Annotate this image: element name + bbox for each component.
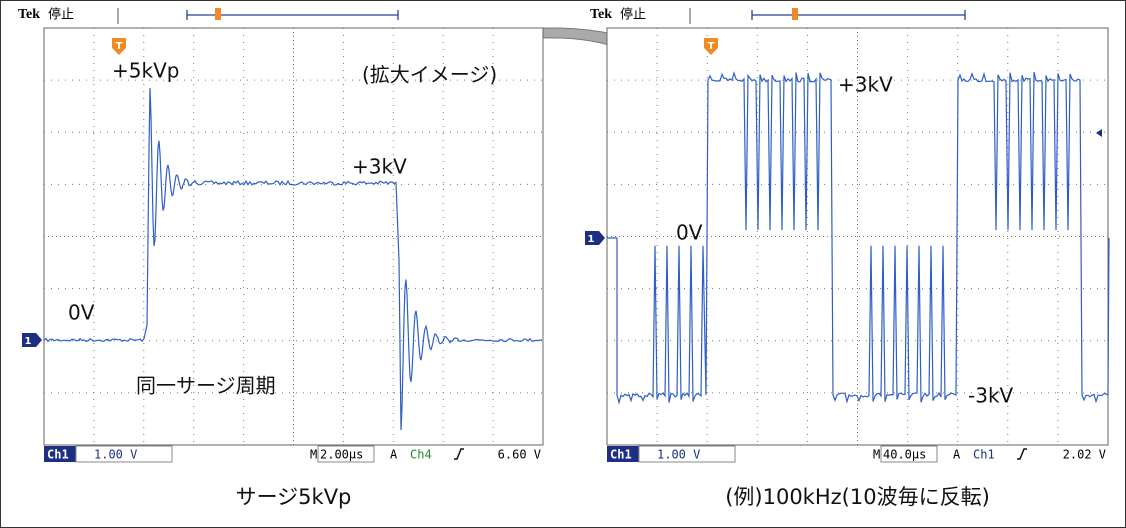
channel: Ch1 (610, 448, 632, 462)
trig-channel: Ch1 (973, 448, 995, 462)
annotation: +3kV (352, 155, 407, 179)
status: 停止 (48, 7, 74, 23)
timebase: 2.00µs (320, 448, 363, 462)
trig-channel: Ch4 (410, 448, 432, 462)
annotation: 0V (68, 301, 95, 325)
channel-marker-label: 1 (588, 234, 595, 245)
trigger-position (792, 8, 798, 20)
annotation: +3kV (838, 73, 893, 97)
annotation: -3kV (968, 384, 1014, 408)
a-label: A (390, 448, 398, 462)
page: Tek停止T1Ch11.00 VM2.00µsACh46.60 Vサージ5kVp… (0, 0, 1126, 528)
caption: (例)100kHz(10波毎に反転) (725, 485, 990, 509)
channel-marker-label: 1 (25, 336, 32, 347)
a-label: A (953, 448, 961, 462)
annotation: 同一サージ周期 (136, 374, 276, 398)
channel: Ch1 (47, 448, 69, 462)
annotation: +5kVp (112, 59, 179, 83)
m-label: M (873, 448, 880, 462)
m-label: M (310, 448, 317, 462)
trigger-marker-label: T (116, 41, 123, 52)
trigger-marker-label: T (708, 41, 715, 52)
scale: 1.00 V (657, 448, 700, 462)
annotation: 0V (676, 221, 703, 245)
trig-level: 6.60 V (498, 448, 541, 462)
scale: 1.00 V (94, 448, 137, 462)
caption: サージ5kVp (236, 485, 352, 509)
trigger-position (215, 8, 221, 20)
brand: Tek (18, 7, 40, 22)
status: 停止 (620, 7, 646, 23)
trig-level: 2.02 V (1063, 448, 1106, 462)
annotation: (拡大イメージ) (362, 63, 497, 87)
brand: Tek (590, 7, 612, 22)
timebase: 40.0µs (883, 448, 926, 462)
